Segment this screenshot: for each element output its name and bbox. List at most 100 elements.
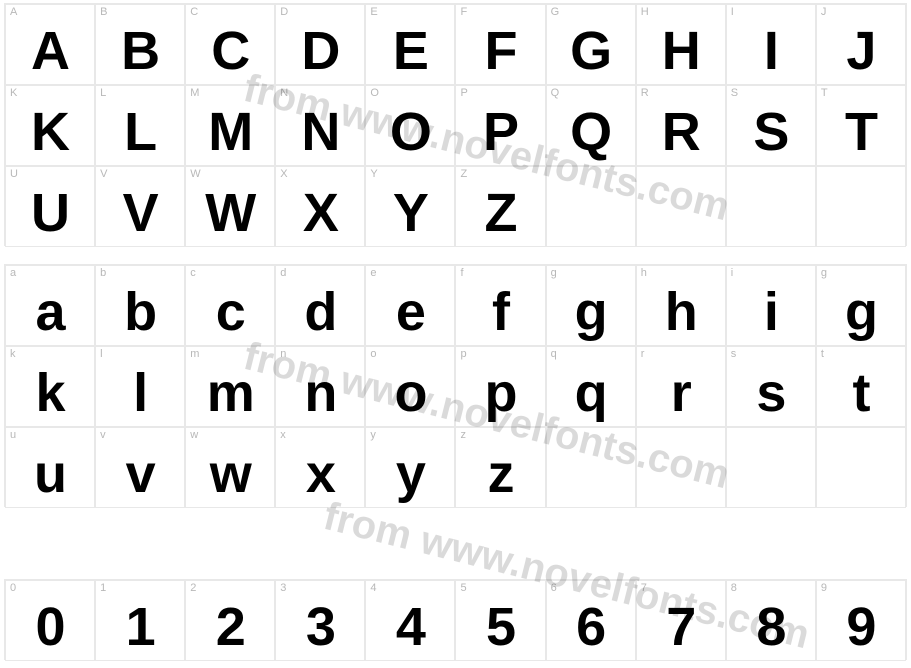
glyph-cell: MM bbox=[185, 85, 275, 166]
cell-key-label: B bbox=[100, 7, 107, 18]
glyph-cell: ww bbox=[185, 427, 275, 508]
glyph: G bbox=[547, 24, 635, 78]
glyph: P bbox=[456, 105, 544, 159]
cell-key-label: J bbox=[821, 7, 827, 18]
cell-key-label: w bbox=[190, 430, 198, 441]
glyph: g bbox=[547, 285, 635, 339]
glyph-cell: CC bbox=[185, 4, 275, 85]
cell-key-label: R bbox=[641, 88, 649, 99]
glyph-cell: 00 bbox=[5, 580, 95, 661]
glyph: p bbox=[456, 366, 544, 420]
glyph: D bbox=[276, 24, 364, 78]
cell-key-label: a bbox=[10, 268, 16, 279]
cell-key-label: g bbox=[821, 268, 827, 279]
glyph: F bbox=[456, 24, 544, 78]
glyph-cell bbox=[636, 427, 726, 508]
glyph-cell: ff bbox=[455, 265, 545, 346]
glyph-cell: xx bbox=[275, 427, 365, 508]
glyph: 7 bbox=[637, 600, 725, 654]
cell-key-label: V bbox=[100, 169, 107, 180]
cell-key-label: c bbox=[190, 268, 196, 279]
cell-key-label: 0 bbox=[10, 583, 16, 594]
cell-key-label: 6 bbox=[551, 583, 557, 594]
cell-key-label: t bbox=[821, 349, 824, 360]
cell-key-label: 9 bbox=[821, 583, 827, 594]
glyph-cell: DD bbox=[275, 4, 365, 85]
cell-key-label: l bbox=[100, 349, 102, 360]
glyph-cell: 33 bbox=[275, 580, 365, 661]
glyph-cell: SS bbox=[726, 85, 816, 166]
cell-key-label: 4 bbox=[370, 583, 376, 594]
cell-key-label: M bbox=[190, 88, 199, 99]
glyph-cell: YY bbox=[365, 166, 455, 247]
glyph: q bbox=[547, 366, 635, 420]
glyph-cell: rr bbox=[636, 346, 726, 427]
glyph-cell: 88 bbox=[726, 580, 816, 661]
glyph-cell: QQ bbox=[546, 85, 636, 166]
cell-key-label: H bbox=[641, 7, 649, 18]
glyph-cell: mm bbox=[185, 346, 275, 427]
glyph: Y bbox=[366, 186, 454, 240]
cell-key-label: Z bbox=[460, 169, 467, 180]
glyph: k bbox=[6, 366, 94, 420]
glyph-cell: 99 bbox=[816, 580, 906, 661]
cell-key-label: N bbox=[280, 88, 288, 99]
glyph: U bbox=[6, 186, 94, 240]
cell-key-label: D bbox=[280, 7, 288, 18]
cell-key-label: v bbox=[100, 430, 106, 441]
glyph-cell: 77 bbox=[636, 580, 726, 661]
glyph: s bbox=[727, 366, 815, 420]
glyph-cell: XX bbox=[275, 166, 365, 247]
lowercase-grid: aabbccddeeffgghhiiggkkllmmnnooppqqrrsstt… bbox=[4, 264, 907, 507]
cell-key-label: 7 bbox=[641, 583, 647, 594]
cell-key-label: m bbox=[190, 349, 199, 360]
glyph: l bbox=[96, 366, 184, 420]
glyph-cell: GG bbox=[546, 4, 636, 85]
glyph-cell: FF bbox=[455, 4, 545, 85]
glyph: 1 bbox=[96, 600, 184, 654]
glyph: y bbox=[366, 447, 454, 501]
cell-key-label: o bbox=[370, 349, 376, 360]
glyph: Z bbox=[456, 186, 544, 240]
glyph: H bbox=[637, 24, 725, 78]
glyph: E bbox=[366, 24, 454, 78]
glyph-cell: TT bbox=[816, 85, 906, 166]
glyph-cell bbox=[816, 427, 906, 508]
glyph: b bbox=[96, 285, 184, 339]
glyph: B bbox=[96, 24, 184, 78]
glyph-cell: hh bbox=[636, 265, 726, 346]
glyph-cell: kk bbox=[5, 346, 95, 427]
cell-key-label: T bbox=[821, 88, 828, 99]
glyph: 5 bbox=[456, 600, 544, 654]
glyph: a bbox=[6, 285, 94, 339]
font-specimen: AABBCCDDEEFFGGHHIIJJKKLLMMNNOOPPQQRRSSTT… bbox=[0, 0, 911, 668]
cell-key-label: 5 bbox=[460, 583, 466, 594]
cell-key-label: g bbox=[551, 268, 557, 279]
cell-key-label: S bbox=[731, 88, 738, 99]
glyph-cell: oo bbox=[365, 346, 455, 427]
cell-key-label: h bbox=[641, 268, 647, 279]
glyph: O bbox=[366, 105, 454, 159]
cell-key-label: k bbox=[10, 349, 16, 360]
glyph-cell: UU bbox=[5, 166, 95, 247]
cell-key-label: d bbox=[280, 268, 286, 279]
cell-key-label: E bbox=[370, 7, 377, 18]
cell-key-label: X bbox=[280, 169, 287, 180]
glyph: T bbox=[817, 105, 905, 159]
glyph: W bbox=[186, 186, 274, 240]
cell-key-label: b bbox=[100, 268, 106, 279]
glyph-cell: 55 bbox=[455, 580, 545, 661]
glyph: V bbox=[96, 186, 184, 240]
glyph-cell bbox=[546, 427, 636, 508]
glyph: t bbox=[817, 366, 905, 420]
cell-key-label: 1 bbox=[100, 583, 106, 594]
cell-key-label: u bbox=[10, 430, 16, 441]
cell-key-label: F bbox=[460, 7, 467, 18]
glyph: d bbox=[276, 285, 364, 339]
glyph-cell: gg bbox=[546, 265, 636, 346]
glyph: e bbox=[366, 285, 454, 339]
glyph-cell: LL bbox=[95, 85, 185, 166]
glyph-cell bbox=[636, 166, 726, 247]
glyph: 8 bbox=[727, 600, 815, 654]
glyph: f bbox=[456, 285, 544, 339]
